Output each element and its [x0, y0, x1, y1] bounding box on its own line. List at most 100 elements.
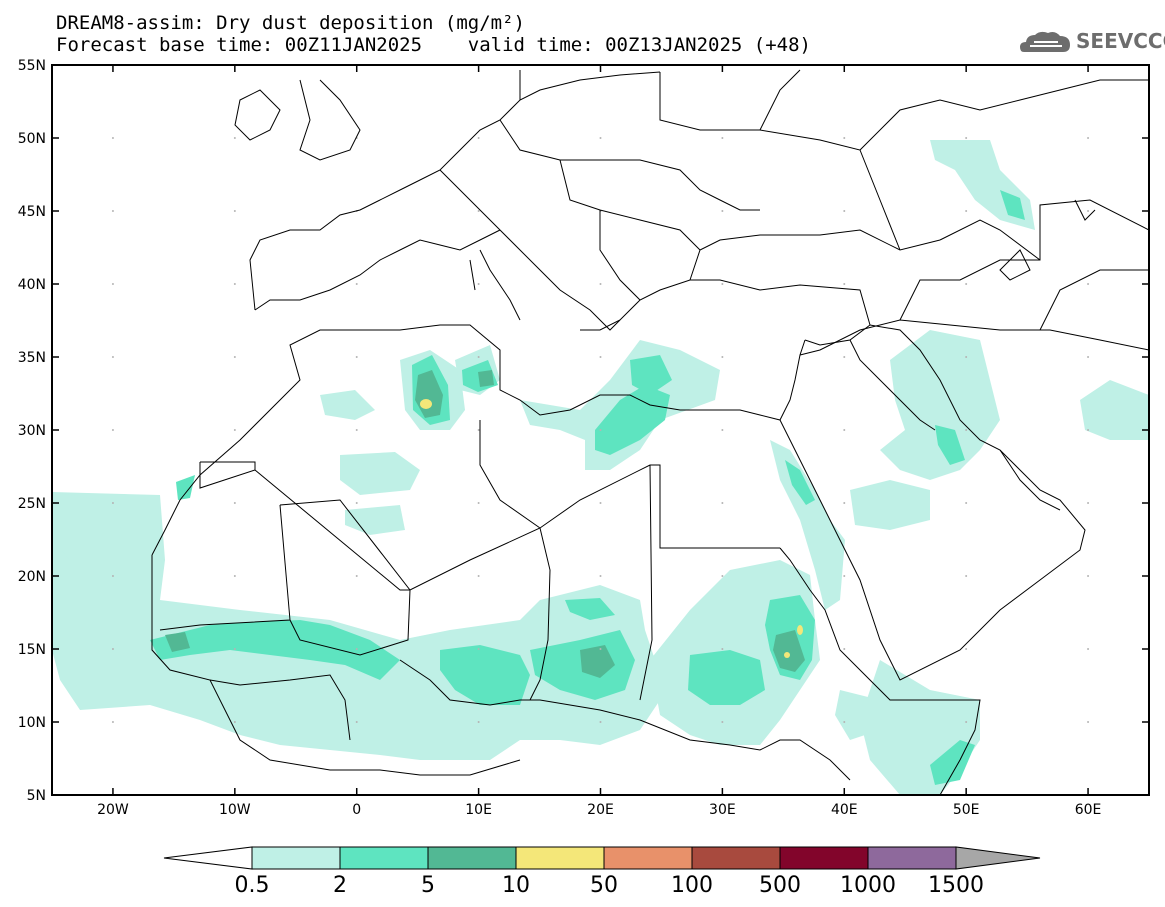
lat-tick-label: 5N — [27, 788, 46, 804]
colorbar: 0.5 2 5 10 50 100 500 1000 1500 — [163, 846, 1041, 898]
grid-dot — [843, 429, 846, 431]
grid-dot — [111, 502, 114, 504]
grid-dot — [965, 429, 968, 431]
colorbar-label: 50 — [590, 873, 618, 898]
lat-tick-label: 10N — [18, 715, 46, 731]
colorbar-swatch — [779, 846, 869, 870]
grid-dot — [721, 502, 724, 504]
grid-dot — [1087, 137, 1090, 139]
dust-band-sahel-central — [440, 645, 530, 705]
lat-tick-label: 20N — [18, 569, 46, 585]
dust-core-senegal — [165, 632, 190, 652]
grid-dot — [355, 429, 358, 431]
dust-area-morocco — [320, 390, 375, 420]
lon-tick-label: 50E — [953, 802, 980, 818]
grid-dot — [1087, 575, 1090, 577]
dust-area-arabia-central — [850, 480, 930, 530]
dust-max-ethiopia-2 — [784, 652, 790, 658]
lat-tick-label: 55N — [18, 58, 46, 74]
grid-dot — [477, 648, 480, 650]
grid-dot — [843, 502, 846, 504]
grid-dot — [477, 721, 480, 723]
dust-band-gulf — [935, 425, 965, 465]
colorbar-swatch — [867, 846, 957, 870]
grid-dot — [233, 137, 236, 139]
grid-dot — [233, 429, 236, 431]
lat-tick-label: 35N — [18, 350, 46, 366]
lon-tick-label: 30E — [709, 802, 736, 818]
grid-dot — [965, 137, 968, 139]
grid-dot — [233, 575, 236, 577]
lon-tick-label: 10W — [219, 802, 251, 818]
grid-dot — [599, 648, 602, 650]
dust-band-libya — [595, 385, 670, 455]
grid-dot — [355, 575, 358, 577]
grid-dot — [965, 356, 968, 358]
grid-dot — [477, 429, 480, 431]
colorbar-label: 5 — [421, 873, 435, 898]
grid-dot — [843, 210, 846, 212]
grid-dot — [721, 283, 724, 285]
grid-dot — [843, 356, 846, 358]
lat-tick-label: 50N — [18, 131, 46, 147]
grid-dot — [721, 356, 724, 358]
grid-dot — [965, 721, 968, 723]
dust-area-algeria-central — [340, 452, 420, 495]
cloud-logo-icon — [1020, 31, 1070, 52]
dust-band-sudan — [688, 650, 765, 705]
grid-dot — [355, 356, 358, 358]
colorbar-swatch — [603, 846, 693, 870]
latitude-axis: 55N 50N 45N 40N 35N 30N 25N 20N 15N 10N 5N — [18, 58, 1149, 804]
colorbar-over-arrow — [955, 846, 1041, 870]
grid-dot — [965, 648, 968, 650]
grid-dot — [843, 721, 846, 723]
grid-dot — [233, 283, 236, 285]
colorbar-label: 1000 — [840, 873, 896, 898]
lat-tick-label: 25N — [18, 496, 46, 512]
dust-band-caspian — [1000, 190, 1025, 220]
grid-dot — [111, 137, 114, 139]
dust-area-algeria-south — [345, 505, 405, 535]
dust-band-chad-north — [565, 598, 615, 620]
dust-area-west-africa — [52, 492, 660, 760]
lon-tick-label: 0 — [352, 802, 361, 818]
forecast-times: Forecast base time: 00Z11JAN2025 valid t… — [56, 34, 811, 56]
grid-dot — [233, 502, 236, 504]
dust-area-horn-north — [835, 690, 880, 740]
grid-dot — [111, 575, 114, 577]
colorbar-label: 10 — [502, 873, 530, 898]
lat-tick-label: 30N — [18, 423, 46, 439]
grid-dot — [233, 648, 236, 650]
lon-tick-label: 10E — [465, 802, 492, 818]
grid-dot — [721, 210, 724, 212]
colorbar-swatch — [691, 846, 781, 870]
grid-dot — [111, 210, 114, 212]
grid-dot — [477, 210, 480, 212]
lat-tick-label: 40N — [18, 277, 46, 293]
grid-dot — [843, 137, 846, 139]
grid-dot — [477, 502, 480, 504]
colorbar-label: 500 — [759, 873, 801, 898]
grid-dot — [965, 575, 968, 577]
dust-max-ethiopia-1 — [797, 625, 803, 635]
grid-dot — [1087, 648, 1090, 650]
grid-dot — [721, 721, 724, 723]
dust-band-sahel-west — [150, 620, 400, 680]
colorbar-swatch — [427, 846, 517, 870]
grid-dot — [843, 575, 846, 577]
grid-dot — [721, 648, 724, 650]
dust-core-ethiopia — [773, 630, 805, 672]
colorbar-swatch — [515, 846, 605, 870]
dust-area-atlantic — [52, 492, 140, 610]
grid-dot — [721, 137, 724, 139]
colorbar-swatch — [339, 846, 429, 870]
grid-dot — [843, 283, 846, 285]
dust-contours — [52, 140, 1149, 795]
grid-dot — [111, 283, 114, 285]
dust-band-red-sea — [785, 460, 815, 505]
grid-dot — [477, 575, 480, 577]
grid-dot — [477, 356, 480, 358]
grid-dot — [111, 648, 114, 650]
colorbar-swatch — [251, 846, 341, 870]
